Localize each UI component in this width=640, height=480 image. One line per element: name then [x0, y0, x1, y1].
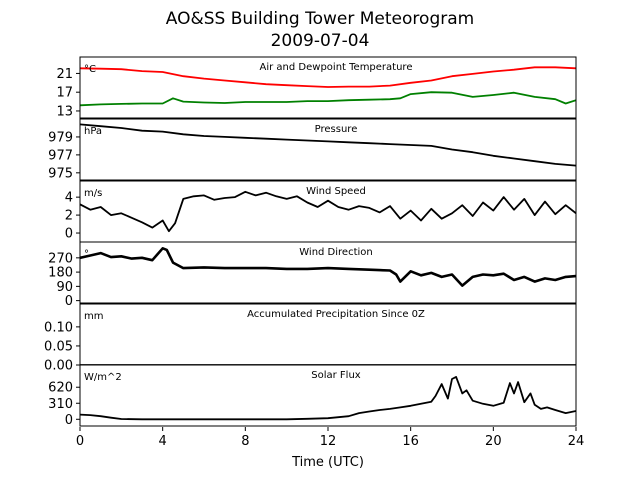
x-axis: 0 4 8 12 16 20 24	[76, 427, 584, 449]
panel-frame	[79, 118, 577, 181]
x-tick-label: 0	[76, 434, 84, 449]
y-tick-label: 977	[48, 148, 73, 163]
panel-title: Pressure	[315, 124, 358, 135]
y-tick-label: 21	[56, 67, 73, 82]
y-tick-label: 975	[48, 166, 73, 181]
y-tick-label: 13	[56, 104, 73, 119]
series-line-1-0	[80, 123, 576, 167]
y-tick-label: 0.10	[44, 320, 73, 335]
y-tick-label: 17	[56, 86, 73, 101]
y-tick-label: 620	[48, 381, 73, 396]
panel-0: 13 17 21 Air and Dewpoint Temperature °C	[56, 56, 577, 119]
x-tick-label: 16	[402, 434, 419, 449]
x-axis-label: Time (UTC)	[291, 455, 364, 470]
y-tick-label: 270	[48, 251, 73, 266]
panel-unit: °C	[84, 64, 96, 75]
y-tick-label: 0.00	[44, 359, 73, 374]
series-line-3-0	[80, 247, 576, 287]
panel-unit: m/s	[84, 188, 102, 199]
panel-frame	[79, 364, 577, 427]
y-tick-label: 4	[65, 191, 73, 206]
y-tick-label: 0	[65, 294, 73, 309]
x-tick-label: 24	[568, 434, 585, 449]
panel-title: Air and Dewpoint Temperature	[260, 62, 413, 73]
series-line-2-0	[80, 190, 576, 233]
x-tick-label: 12	[320, 434, 337, 449]
panel-1: 975 977 979 Pressure hPa	[48, 118, 577, 181]
y-tick-label: 979	[48, 130, 73, 145]
x-tick-label: 4	[159, 434, 167, 449]
chart-subtitle: 2009-07-04	[271, 31, 370, 51]
x-tick-label: 20	[485, 434, 502, 449]
x-tick-label: 8	[241, 434, 249, 449]
y-tick-label: 0	[65, 413, 73, 428]
panel-unit: W/m^2	[84, 372, 122, 383]
chart-title: AO&SS Building Tower Meteorogram	[166, 9, 474, 29]
y-tick-label: 180	[48, 266, 73, 281]
panel-title: Wind Speed	[306, 186, 366, 197]
y-tick-label: 310	[48, 397, 73, 412]
series-line-5-0	[80, 375, 576, 421]
panel-title: Wind Direction	[299, 247, 373, 258]
y-tick-label: 2	[65, 209, 73, 224]
panel-2: 0 2 4 Wind Speed m/s	[65, 180, 577, 243]
y-tick-label: 0.05	[44, 339, 73, 354]
y-tick-label: 90	[56, 280, 73, 295]
panel-title: Solar Flux	[311, 370, 361, 381]
panel-unit: °	[84, 249, 89, 260]
series-line-0-1	[80, 91, 576, 107]
panel-unit: mm	[84, 311, 103, 322]
series-line-0-0	[80, 66, 576, 88]
panel-frame	[79, 56, 577, 119]
panel-4: 0.00 0.05 0.10 Accumulated Precipitation Si…	[44, 303, 577, 374]
y-tick-label: 0	[65, 227, 73, 242]
panel-unit: hPa	[84, 126, 102, 137]
panel-title: Accumulated Precipitation Since 0Z	[247, 309, 425, 320]
